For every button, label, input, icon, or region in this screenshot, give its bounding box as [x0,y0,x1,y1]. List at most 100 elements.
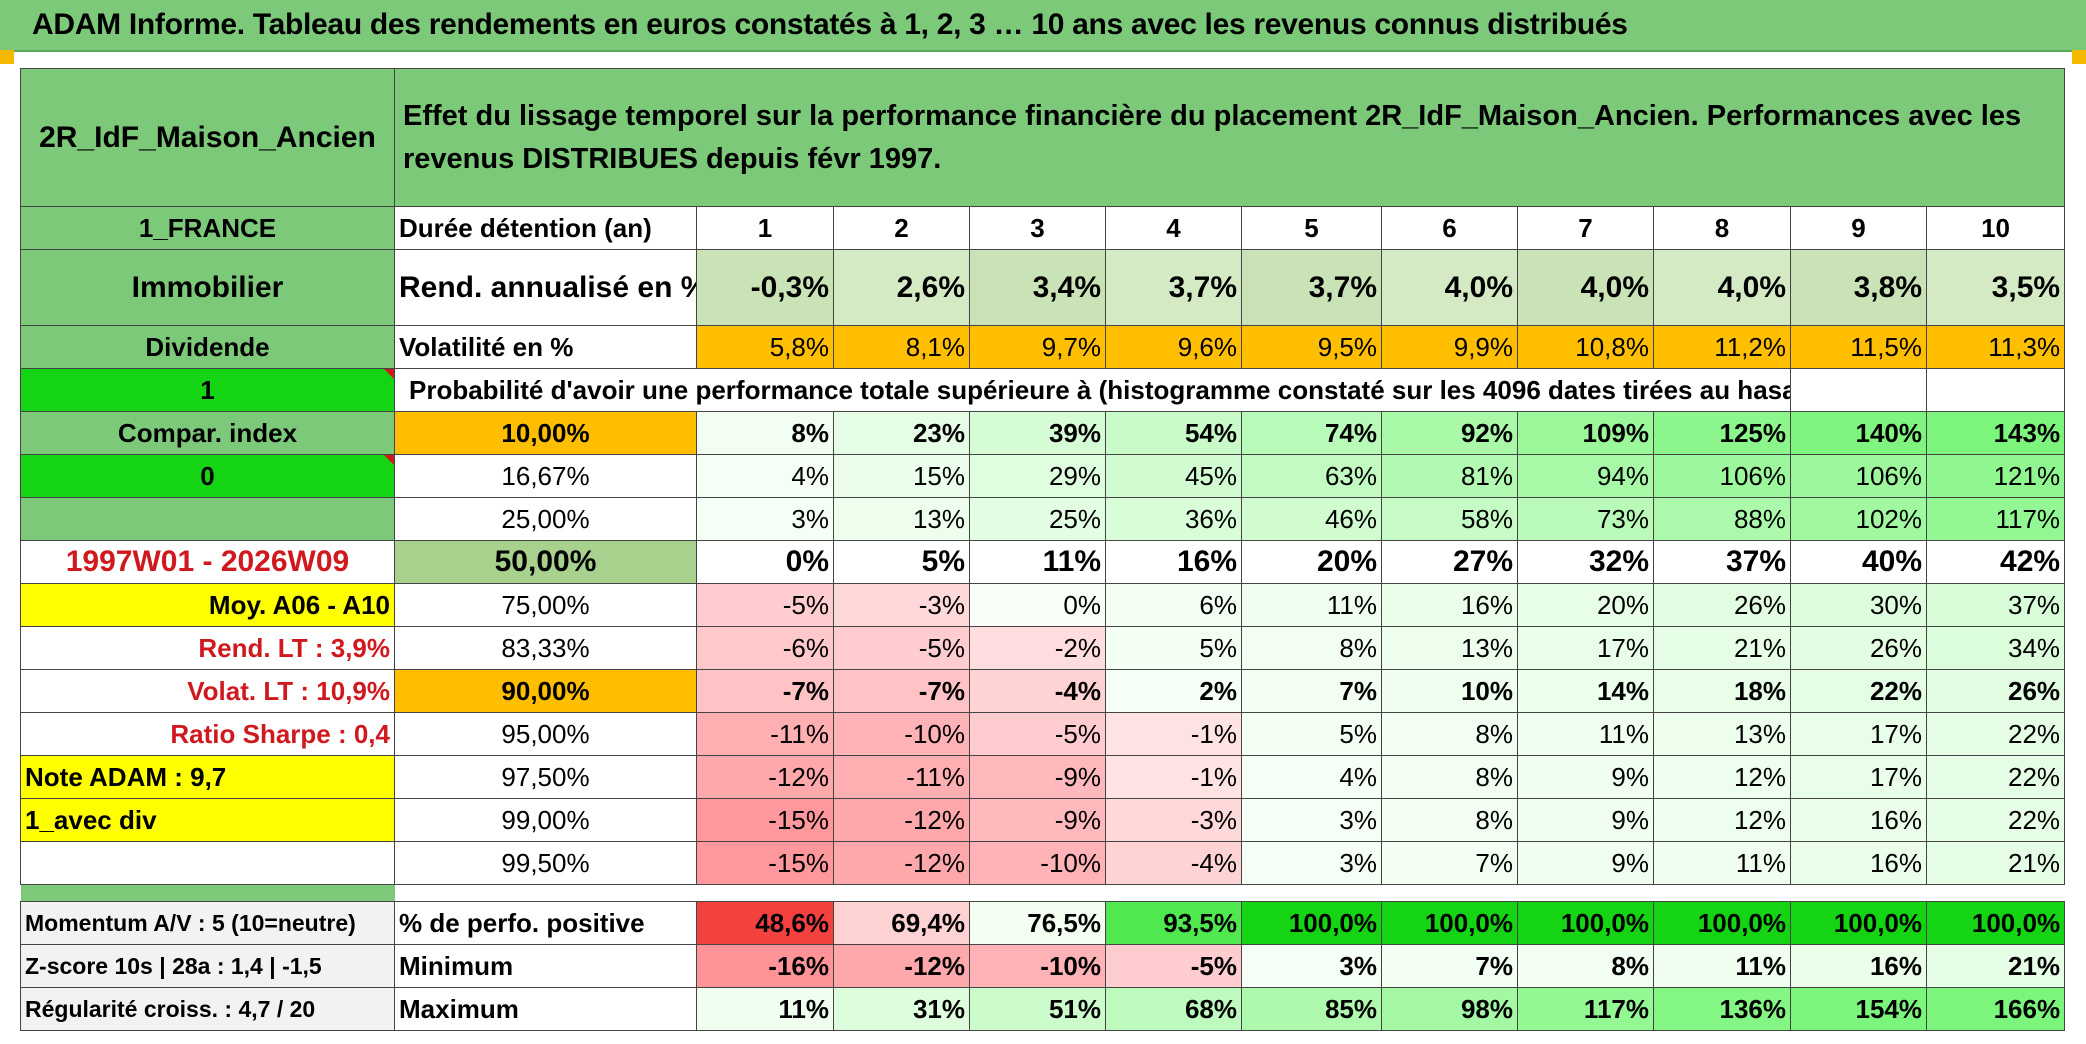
proba-value: 94% [1517,454,1654,498]
proba-row: 1_avec div 99,00% -15% -12% -9% -3% 3% 8% 9% 12% 1… [20,798,2066,842]
proba-value: 22% [1925,712,2066,756]
proba-value: 5% [1241,712,1382,756]
proba-value: 13% [1653,712,1791,756]
proba-value: -9% [969,798,1106,842]
proba-value: -10% [833,712,970,756]
threshold-value: 50,00% [394,540,697,584]
proba-value: 5% [1105,626,1242,670]
proba-value: 14% [1517,669,1654,713]
side-label: 0 [20,454,395,498]
vol-value: 8,1% [833,325,970,369]
proba-value: -1% [1105,712,1242,756]
proba-value: 11% [1517,712,1654,756]
year-header: 9 [1790,206,1927,250]
proba-value: 9% [1517,755,1654,799]
max-value: 11% [696,987,834,1031]
side-label: Ratio Sharpe : 0,4 [20,712,395,756]
proba-value: 5% [833,540,970,584]
proba-value: -15% [696,841,834,885]
pos-value: 48,6% [696,901,834,945]
rend-value: 3,8% [1790,249,1927,326]
vol-row: Dividende Volatilité en % 5,8% 8,1% 9,7% 9,… [20,325,2066,369]
spacer-cell [1653,884,1791,902]
year-header: 5 [1241,206,1382,250]
vol-value: 11,2% [1653,325,1791,369]
stat-row: Régularité croiss. : 4,7 / 20 Maximum 11% 3… [20,987,2066,1031]
proba-row: 0 16,67% 4% 15% 29% 45% 63% 81% 94% 106% 106% 121% [20,454,2066,498]
proba-value: 3% [696,497,834,541]
proba-row: Compar. index 10,00% 8% 23% 39% 54% 74% 92% 109%… [20,411,2066,455]
proba-value: 17% [1790,712,1927,756]
spacer-cell [1517,884,1654,902]
proba-text: Probabilité d'avoir une performance tota… [394,368,1791,412]
proba-row: 1997W01 - 2026W09 50,00% 0% 5% 11% 16% 20% 27% 3… [20,540,2066,584]
vol-value: 11,5% [1790,325,1927,369]
threshold-value: 99,00% [394,798,697,842]
side-label: Note ADAM : 9,7 [20,755,395,799]
country-label: 1_FRANCE [20,206,395,250]
proba-value: 32% [1517,540,1654,584]
report-title: ADAM Informe. Tableau des rendements en … [32,8,1628,41]
proba-value: 12% [1653,798,1791,842]
side-label: Volat. LT : 10,9% [20,669,395,713]
side-label: Rend. LT : 3,9% [20,626,395,670]
proba-value: 92% [1381,411,1518,455]
proba-value: 45% [1105,454,1242,498]
stat-label: Minimum [394,944,697,988]
proba-value: 74% [1241,411,1382,455]
proba-value: 73% [1517,497,1654,541]
spacer-cell [1381,884,1518,902]
proba-value: 11% [1653,841,1791,885]
header-row: 2R_IdF_Maison_Ancien Effet du lissage te… [20,68,2066,207]
proba-value: -12% [833,798,970,842]
proba-value: 4% [1241,755,1382,799]
proba-value: 22% [1925,755,2066,799]
proba-row: Moy. A06 - A10 75,00% -5% -3% 0% 6% 11% 16% 20% 2… [20,583,2066,627]
category-label: Immobilier [20,249,395,326]
max-value: 166% [1925,987,2066,1031]
threshold-value: 99,50% [394,841,697,885]
proba-value: 40% [1790,540,1927,584]
corner-marker [0,50,14,64]
proba-value: -9% [969,755,1106,799]
proba-value: -5% [696,583,834,627]
header-description: Effet du lissage temporel sur la perform… [393,68,2066,207]
proba-value: -1% [1105,755,1242,799]
income-label: Dividende [20,325,395,369]
proba-value: 23% [833,411,970,455]
proba-value: 0% [969,583,1106,627]
vol-value: 9,7% [969,325,1106,369]
proba-value: 15% [833,454,970,498]
threshold-value: 75,00% [394,583,697,627]
proba-value: -6% [696,626,834,670]
year-header: 10 [1925,206,2066,250]
rend-value: 3,5% [1925,249,2066,326]
threshold-value: 95,00% [394,712,697,756]
proba-value: 88% [1653,497,1791,541]
proba-row: Ratio Sharpe : 0,4 95,00% -11% -10% -5% -1% 5%… [20,712,2066,756]
proba-value: -7% [833,669,970,713]
proba-value: -12% [696,755,834,799]
proba-value: 13% [833,497,970,541]
proba-value: 7% [1381,841,1518,885]
proba-row: 25,00% 3% 13% 25% 36% 46% 58% 73% 88% 102% 117% [20,497,2066,541]
pos-value: 100,0% [1241,901,1382,945]
proba-value: 39% [969,411,1106,455]
rend-value: 3,4% [969,249,1106,326]
proba-value: 36% [1105,497,1242,541]
proba-value: -5% [833,626,970,670]
proba-value: 2% [1105,669,1242,713]
performance-table: 2R_IdF_Maison_Ancien Effet du lissage te… [20,68,2066,1031]
min-value: 16% [1790,944,1927,988]
proba-value: -4% [969,669,1106,713]
vol-value: 10,8% [1517,325,1654,369]
proba-value: -4% [1105,841,1242,885]
stat-row: Z-score 10s | 28a : 1,4 | -1,5 Minimum -16… [20,944,2066,988]
rend-label: Rend. annualisé en % [394,249,697,326]
pos-value: 93,5% [1105,901,1242,945]
min-value: 11% [1653,944,1791,988]
proba-value: 37% [1653,540,1791,584]
pos-value: 100,0% [1925,901,2066,945]
proba-value: 125% [1653,411,1791,455]
